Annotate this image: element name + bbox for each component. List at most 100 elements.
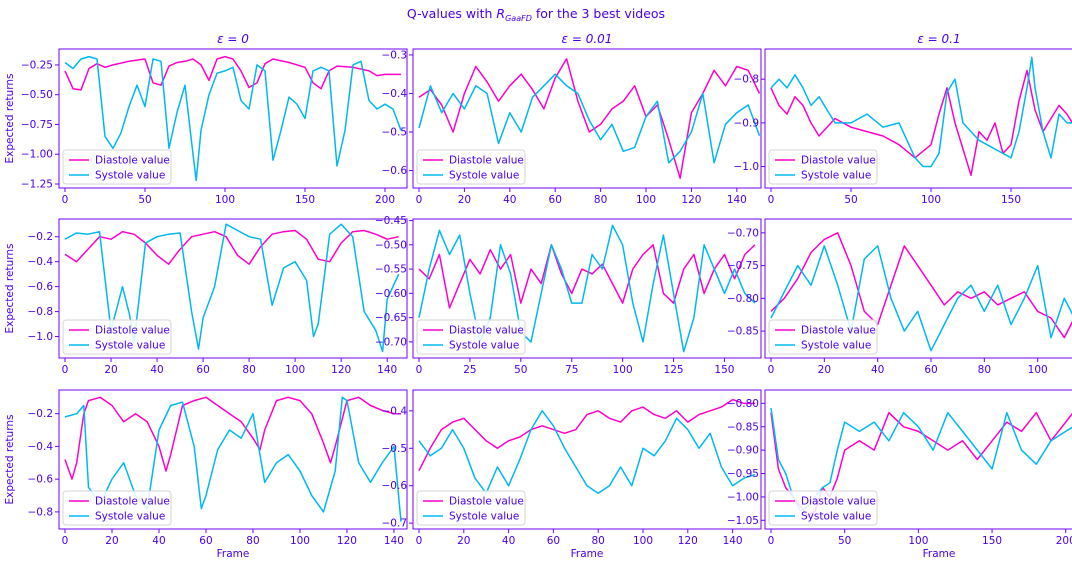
y-tick-label: −0.50 xyxy=(21,89,53,101)
legend-box xyxy=(416,319,526,355)
x-tick-label: 200 xyxy=(1056,535,1072,547)
legend-systole-label: Systole value xyxy=(95,340,165,352)
x-tick-label: 60 xyxy=(196,364,209,376)
x-tick-label: 0 xyxy=(768,194,775,206)
legend-diastole-label: Diastole value xyxy=(95,496,170,508)
x-tick-label: 120 xyxy=(681,194,701,206)
diastole-series-line xyxy=(64,55,401,91)
x-tick-label: 20 xyxy=(105,535,118,547)
legend-diastole-label: Diastole value xyxy=(801,155,876,167)
legend-box xyxy=(62,149,172,185)
y-tick-label: −0.75 xyxy=(727,260,759,272)
axes-frame xyxy=(764,218,1072,359)
legend: Diastole value Systole value xyxy=(62,319,172,355)
x-tick-label: 40 xyxy=(150,364,163,376)
y-tick-label: −0.8 xyxy=(28,506,54,518)
systole-series-line xyxy=(770,245,1072,352)
y-tick-label: −0.5 xyxy=(382,443,408,455)
subplot-grid: 0 50 100 150 200−1.25−1.00−0.75−0.50−0.25ε =… xyxy=(4,32,1072,560)
x-tick-label: 20 xyxy=(104,364,117,376)
diastole-series-line xyxy=(418,398,755,472)
y-tick-label: −1.00 xyxy=(21,149,53,161)
y-axis-label: Expected returns xyxy=(4,244,16,334)
x-tick-label: 125 xyxy=(664,364,684,376)
x-tick-label: 0 xyxy=(416,364,423,376)
legend-box xyxy=(62,319,172,355)
x-tick-label: 40 xyxy=(152,535,165,547)
legend: Diastole value Systole value xyxy=(62,149,172,185)
y-tick-label: −0.7 xyxy=(382,518,408,530)
legend-systole-label: Systole value xyxy=(801,511,871,523)
x-tick-label: 60 xyxy=(924,364,937,376)
y-tick-label: −1.00 xyxy=(727,491,759,503)
legend-systole-label: Systole value xyxy=(449,340,519,352)
x-tick-label: 25 xyxy=(463,364,476,376)
axes-frame xyxy=(58,389,408,530)
figure-title: Q-values with RGaaFD for the 3 best vide… xyxy=(407,6,665,23)
legend: Diastole value Systole value xyxy=(768,319,878,355)
x-tick-label: 100 xyxy=(921,194,941,206)
systole-series-line xyxy=(418,73,761,164)
legend-systole-label: Systole value xyxy=(95,170,165,182)
y-tick-label: −0.2 xyxy=(28,408,54,420)
legend-systole-label: Systole value xyxy=(801,170,871,182)
y-tick-label: −0.55 xyxy=(375,264,407,276)
legend-diastole-label: Diastole value xyxy=(449,496,524,508)
y-tick-label: −0.95 xyxy=(727,468,759,480)
y-tick-label: −0.6 xyxy=(28,474,54,486)
y-tick-label: −0.80 xyxy=(727,398,759,410)
y-axis-label: Expected returns xyxy=(4,415,16,505)
subplot-1-2: 020406080100120−0.85−0.80−0.75−0.70Diast… xyxy=(727,218,1072,376)
x-axis-label: Frame xyxy=(571,548,604,560)
legend-diastole-label: Diastole value xyxy=(449,155,524,167)
x-tick-label: 60 xyxy=(547,535,560,547)
x-tick-label: 60 xyxy=(549,194,562,206)
y-axis-label: Expected returns xyxy=(4,74,16,164)
subplot-1-0: 0 20 40 60 80 100 120 140 −1.0 −0.8 −0.6 −0.4 −0.2 Ex… xyxy=(4,218,408,376)
legend: Diastole value Systole value xyxy=(416,319,526,355)
legend-box xyxy=(768,490,878,526)
y-tick-label: −0.50 xyxy=(375,239,407,251)
subplot-0-0: 0 50 100 150 200 −1.25 −1.00 −0.75 −0.50 −0.25 ε =… xyxy=(4,32,408,206)
systole-series-line xyxy=(64,55,402,182)
y-tick-label: −0.4 xyxy=(382,88,408,100)
diastole-series-line xyxy=(64,396,401,480)
subplot-1-1: 0 25 50 75 100 125 150 −0.70 −0.65 −0.60 −0.55 −0.5… xyxy=(375,215,762,376)
diastole-series-line xyxy=(64,229,399,265)
axes-frame xyxy=(412,218,762,359)
x-tick-label: 80 xyxy=(246,535,259,547)
axes-frame xyxy=(58,48,408,189)
y-tick-label: −0.80 xyxy=(727,293,759,305)
x-tick-label: 40 xyxy=(871,364,884,376)
x-tick-label: 100 xyxy=(290,535,310,547)
x-tick-label: 140 xyxy=(727,194,747,206)
subplot-title: ε = 0.01 xyxy=(562,32,613,46)
axes-frame xyxy=(412,48,762,189)
y-tick-label: −1.25 xyxy=(21,179,53,191)
x-tick-label: 0 xyxy=(62,194,69,206)
y-tick-label: −0.8 xyxy=(734,74,760,86)
y-tick-label: −0.70 xyxy=(727,227,759,239)
legend-box xyxy=(62,490,172,526)
y-tick-label: −1.0 xyxy=(28,331,54,343)
x-tick-label: 0 xyxy=(62,364,69,376)
axes-frame xyxy=(764,389,1072,530)
diastole-series-line xyxy=(770,232,1072,339)
x-tick-label: 50 xyxy=(838,535,851,547)
x-tick-label: 100 xyxy=(908,535,928,547)
x-tick-label: 0 xyxy=(62,535,69,547)
axes-frame xyxy=(764,48,1072,189)
x-tick-label: 120 xyxy=(337,535,357,547)
legend-systole-label: Systole value xyxy=(801,340,871,352)
x-tick-label: 100 xyxy=(215,194,235,206)
y-tick-label: −0.2 xyxy=(28,231,54,243)
legend-systole-label: Systole value xyxy=(449,511,519,523)
y-tick-label: −0.70 xyxy=(375,336,407,348)
y-tick-label: −0.5 xyxy=(382,126,408,138)
subplot-2-2: 0 50 100 150 200 −1.05 −1.00 −0.95 −0.90 −0.85 −0.… xyxy=(727,389,1072,560)
y-tick-label: −0.4 xyxy=(382,405,408,417)
x-tick-label: 120 xyxy=(331,364,351,376)
axes-frame xyxy=(58,218,408,359)
